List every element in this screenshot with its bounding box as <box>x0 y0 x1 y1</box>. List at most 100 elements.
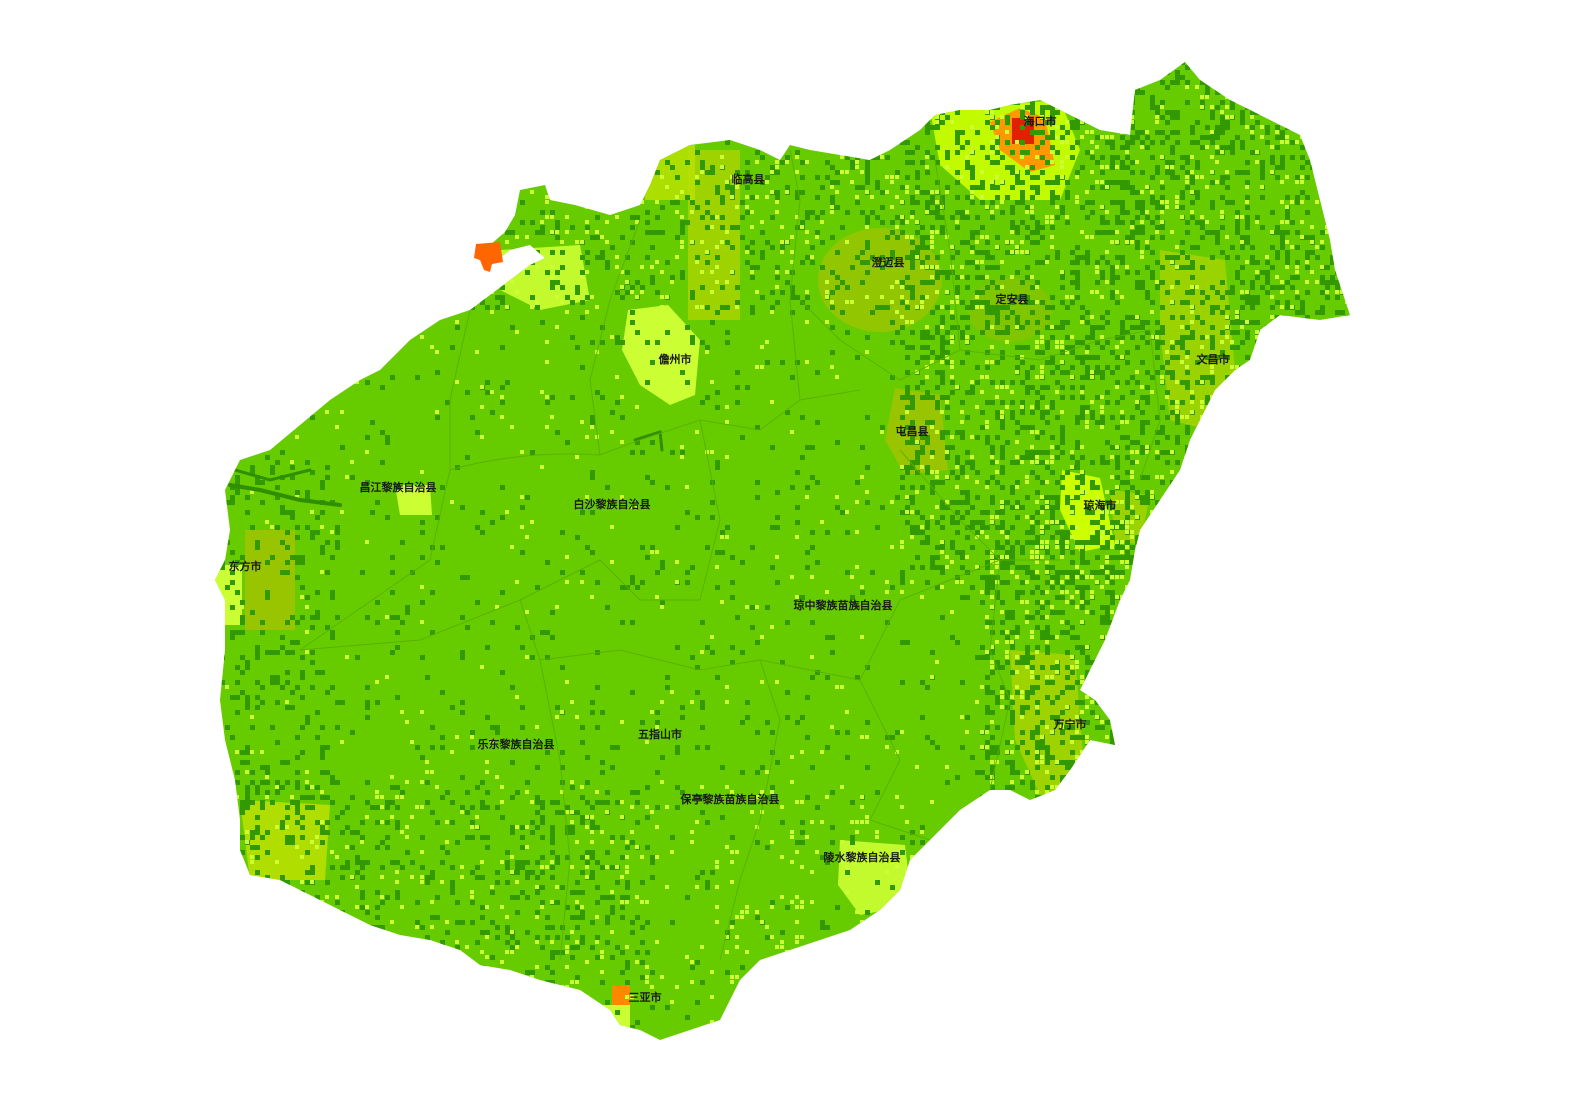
raster-cell <box>1125 665 1129 669</box>
raster-cell <box>1345 560 1350 565</box>
raster-cell <box>1225 70 1230 75</box>
raster-cell <box>805 565 810 570</box>
raster-cell <box>910 260 915 265</box>
raster-cell <box>925 355 930 360</box>
raster-cell <box>1170 175 1175 180</box>
raster-cell <box>1000 330 1005 335</box>
raster-cell <box>305 170 310 175</box>
raster-cell <box>1030 1030 1034 1034</box>
raster-cell <box>645 380 650 385</box>
raster-cell <box>1310 235 1315 240</box>
raster-cell <box>1140 225 1145 230</box>
raster-cell <box>1195 715 1199 719</box>
raster-cell <box>685 580 690 585</box>
raster-cell <box>230 985 235 990</box>
raster-cell <box>255 845 260 850</box>
raster-cell <box>1345 340 1350 345</box>
raster-cell <box>545 400 550 405</box>
raster-cell <box>940 350 945 355</box>
raster-cell <box>400 710 404 714</box>
raster-cell <box>1260 360 1265 365</box>
raster-cell <box>920 85 925 90</box>
raster-cell <box>1205 355 1210 360</box>
raster-cell <box>915 190 919 194</box>
raster-cell <box>835 495 839 499</box>
raster-cell <box>945 165 949 169</box>
raster-cell <box>760 635 764 639</box>
raster-cell <box>1165 170 1170 175</box>
raster-cell <box>925 520 930 525</box>
raster-cell <box>940 65 945 70</box>
raster-cell <box>435 415 440 420</box>
raster-cell <box>1175 435 1180 440</box>
raster-cell <box>600 325 605 330</box>
raster-cell <box>1305 360 1310 365</box>
raster-cell <box>805 230 809 234</box>
raster-cell <box>1085 585 1090 590</box>
raster-cell <box>1170 540 1175 545</box>
raster-cell <box>1150 555 1155 560</box>
raster-cell <box>800 90 804 94</box>
raster-cell <box>720 240 724 244</box>
raster-cell <box>1345 440 1350 445</box>
raster-cell <box>730 175 734 179</box>
raster-cell <box>870 570 875 575</box>
raster-cell <box>1135 1025 1140 1030</box>
raster-cell <box>1045 95 1050 100</box>
raster-cell <box>1045 315 1050 320</box>
raster-cell <box>450 115 454 119</box>
raster-cell <box>500 345 505 350</box>
raster-cell <box>485 760 489 764</box>
raster-cell <box>910 250 915 255</box>
raster-cell <box>1210 340 1215 345</box>
raster-cell <box>1115 85 1120 90</box>
raster-cell <box>775 945 779 949</box>
raster-cell <box>240 605 244 609</box>
raster-cell <box>390 590 395 595</box>
raster-cell <box>920 355 925 360</box>
raster-cell <box>1255 445 1259 449</box>
raster-cell <box>1345 710 1350 715</box>
raster-cell <box>1130 485 1135 490</box>
raster-cell <box>1045 120 1050 125</box>
raster-cell <box>1165 415 1170 420</box>
raster-cell <box>1155 525 1160 530</box>
raster-cell <box>565 440 570 445</box>
raster-cell <box>925 375 929 379</box>
raster-cell <box>1000 95 1005 100</box>
raster-cell <box>1190 200 1195 205</box>
raster-cell <box>255 1035 259 1039</box>
raster-cell <box>1240 70 1245 75</box>
raster-cell <box>1165 200 1169 204</box>
raster-cell <box>1165 580 1170 585</box>
raster-cell <box>785 70 790 75</box>
raster-cell <box>1195 505 1200 510</box>
raster-cell <box>1175 80 1180 85</box>
raster-cell <box>215 130 219 134</box>
raster-cell <box>985 250 990 255</box>
raster-cell <box>275 420 280 425</box>
raster-cell <box>1200 320 1205 325</box>
raster-cell <box>1095 670 1099 674</box>
raster-cell <box>1295 565 1300 570</box>
raster-cell <box>460 120 465 125</box>
raster-cell <box>465 455 470 460</box>
raster-cell <box>965 880 970 885</box>
raster-cell <box>1060 570 1065 575</box>
raster-cell <box>695 80 699 84</box>
raster-cell <box>1240 475 1245 480</box>
raster-cell <box>1225 375 1230 380</box>
raster-cell <box>1005 250 1010 255</box>
raster-cell <box>1020 715 1024 719</box>
raster-cell <box>1245 220 1250 225</box>
raster-cell <box>1035 535 1040 540</box>
raster-cell <box>1230 105 1235 110</box>
raster-cell <box>1035 740 1040 745</box>
raster-cell <box>1120 205 1125 210</box>
raster-cell <box>1125 180 1130 185</box>
raster-cell <box>1105 180 1110 185</box>
raster-cell <box>345 955 349 959</box>
raster-cell <box>1065 130 1070 135</box>
raster-cell <box>1325 265 1330 270</box>
